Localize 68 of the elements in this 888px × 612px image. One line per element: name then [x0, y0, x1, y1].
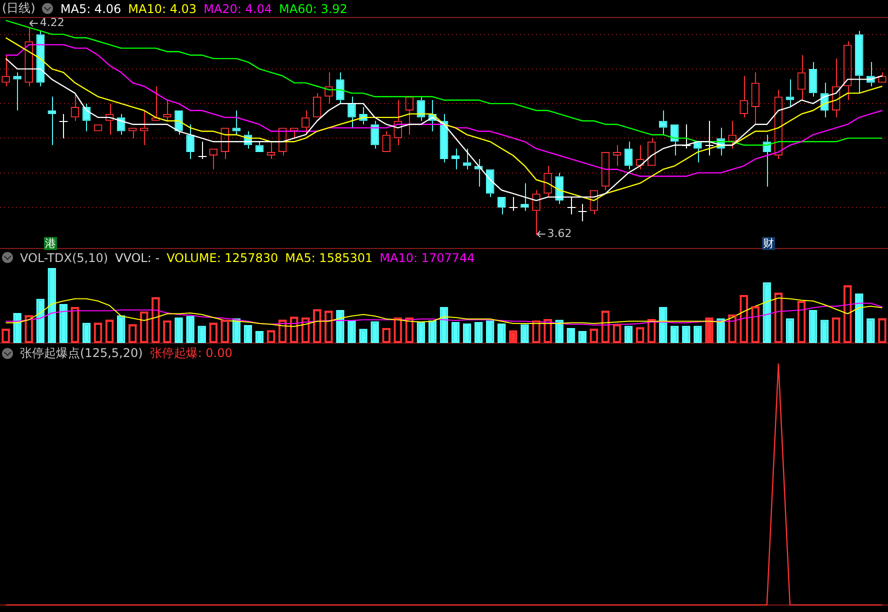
bar: [774, 292, 783, 343]
bar: [105, 320, 114, 343]
text: MA5: 4.06: [60, 2, 122, 16]
bar: [220, 320, 230, 343]
bar: [612, 324, 622, 343]
candlestick: [416, 96, 426, 122]
bar: [843, 285, 852, 343]
candlestick: [451, 148, 460, 170]
chart-title: (日线): [2, 0, 36, 17]
text: VVOL: -: [115, 250, 160, 264]
bar: [2, 328, 10, 343]
candlestick: [462, 148, 472, 170]
candlestick: [36, 30, 45, 87]
candlestick: [508, 196, 518, 212]
candlestick: [58, 113, 68, 139]
candlestick: [348, 96, 356, 128]
bar: [140, 312, 148, 343]
annotation: 港: [44, 237, 57, 250]
bar: [94, 322, 102, 343]
bar: [312, 309, 322, 343]
candlestick: [855, 30, 864, 94]
bar: [878, 318, 886, 343]
text: VOLUME: 1257830: [166, 250, 278, 264]
candlestick: [370, 120, 379, 150]
bar: [590, 328, 598, 343]
text: 张停起爆: 0.00: [150, 345, 232, 362]
text: MA10: 4.03: [128, 2, 197, 16]
candlestick: [232, 110, 241, 136]
bar: [209, 322, 218, 343]
candlestick: [624, 141, 633, 170]
bar: [324, 310, 333, 343]
bar: [394, 318, 402, 343]
bar: [751, 306, 760, 343]
bar: [740, 295, 748, 343]
annotation: 3.62: [547, 227, 572, 240]
candlestick: [48, 96, 56, 146]
bar: [152, 297, 160, 343]
annotation: 4.22: [40, 16, 64, 30]
text: MA60: 3.92: [279, 2, 348, 16]
candlestick: [670, 124, 679, 156]
candlestick: [486, 169, 494, 198]
chart-title: VOL-TDX(5,10): [20, 250, 108, 264]
bar: [128, 324, 137, 343]
candlestick: [336, 72, 344, 104]
bar: [797, 301, 806, 343]
candlestick: [682, 124, 692, 150]
bar: [601, 310, 610, 343]
candlestick: [555, 172, 564, 204]
candlestick: [520, 182, 529, 212]
text: MA10: 1707744: [380, 250, 475, 264]
text: MA5: 1585301: [285, 250, 373, 264]
text: MA20: 4.04: [204, 2, 272, 16]
candlestick: [808, 62, 818, 98]
candlestick: [13, 72, 22, 111]
annotation: 财: [762, 237, 775, 250]
candlestick: [578, 203, 588, 222]
bar: [832, 318, 840, 343]
bar: [636, 327, 644, 343]
candlestick: [786, 78, 794, 108]
bar: [163, 320, 172, 343]
bar: [70, 307, 80, 343]
bar: [532, 320, 540, 343]
candlestick: [186, 124, 194, 160]
candlestick: [198, 141, 208, 160]
chart-title: 张停起爆点(125,5,20): [20, 345, 143, 362]
bar: [382, 328, 390, 343]
bar: [24, 315, 33, 343]
candlestick: [704, 120, 714, 156]
